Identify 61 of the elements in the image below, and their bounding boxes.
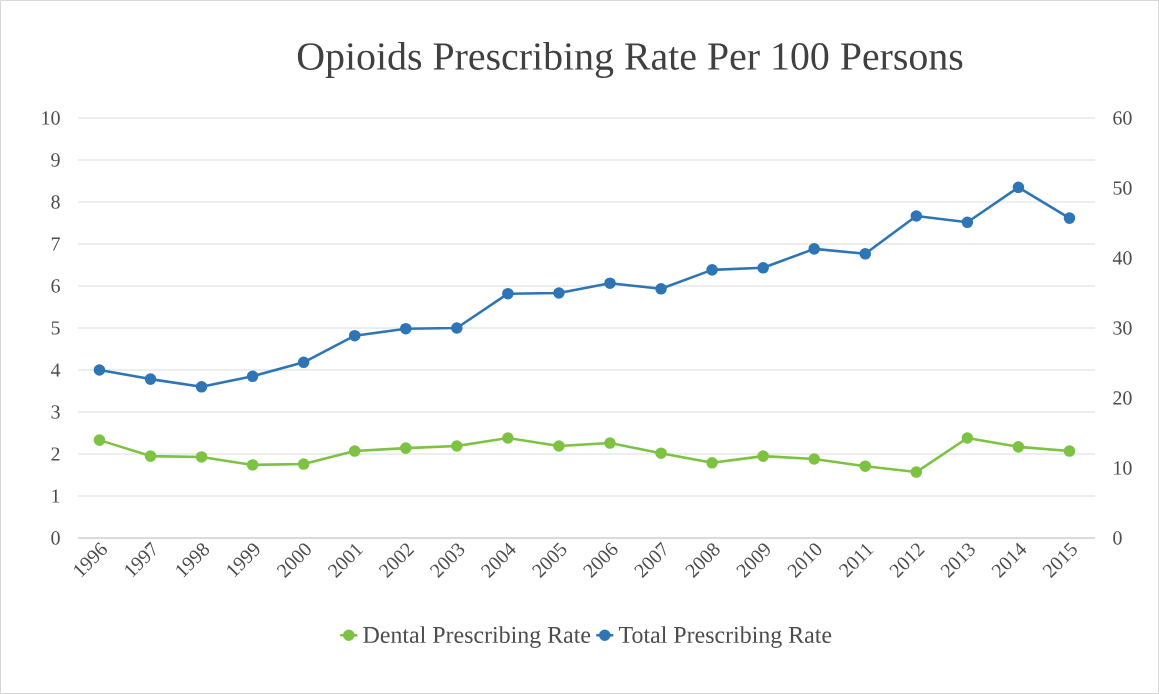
legend-label: Total Prescribing Rate	[618, 626, 832, 648]
point	[246, 370, 259, 383]
y-tick-label: 10	[42, 111, 60, 125]
point	[808, 453, 820, 465]
y-tick-label: 8	[51, 195, 60, 209]
point	[399, 322, 412, 335]
point	[348, 329, 361, 342]
point	[195, 451, 208, 463]
point	[757, 262, 769, 274]
point	[348, 445, 361, 457]
point	[93, 434, 106, 446]
point	[451, 322, 463, 334]
point	[604, 277, 616, 289]
y-tick-label: 9	[51, 153, 60, 167]
point	[706, 264, 718, 276]
point	[502, 287, 514, 300]
y2-tick-label: 10	[1114, 461, 1132, 475]
point	[502, 432, 514, 444]
point	[297, 356, 310, 369]
point	[604, 437, 616, 449]
point	[93, 364, 106, 376]
point	[1063, 212, 1076, 224]
point	[1012, 181, 1025, 194]
y-tick-label: 2	[51, 447, 60, 461]
point	[553, 287, 565, 299]
y-tick-label: 7	[51, 237, 60, 251]
point	[961, 432, 974, 444]
point	[246, 459, 259, 471]
point	[144, 450, 157, 462]
point	[961, 216, 974, 229]
y-tick-label: 1	[52, 489, 60, 503]
point	[808, 243, 820, 255]
chart-title: Opioids Prescribing Rate Per 100 Persons	[297, 41, 963, 79]
point	[195, 381, 208, 393]
point	[297, 458, 310, 470]
point	[859, 460, 872, 472]
point	[1012, 441, 1025, 453]
y2-tick-label: 0	[1113, 531, 1122, 545]
y2-tick-label: 40	[1112, 251, 1132, 265]
y-tick-label: 0	[51, 531, 60, 545]
y-tick-label: 4	[50, 363, 61, 377]
y-tick-label: 5	[51, 321, 60, 335]
point	[1063, 445, 1076, 457]
y2-tick-label: 60	[1113, 111, 1132, 125]
point	[553, 440, 565, 452]
point	[399, 442, 412, 454]
y-tick-label: 6	[51, 279, 60, 293]
point	[910, 466, 923, 478]
y2-tick-label: 30	[1113, 321, 1132, 335]
point	[144, 373, 157, 385]
point	[859, 248, 872, 260]
y2-tick-label: 50	[1113, 181, 1132, 195]
legend-label: Dental Prescribing Rate	[363, 626, 591, 648]
point	[655, 283, 667, 295]
point	[910, 210, 923, 222]
y-tick-label: 3	[51, 405, 60, 419]
point	[655, 447, 667, 459]
point	[706, 457, 718, 469]
y2-tick-label: 20	[1113, 391, 1132, 405]
point	[757, 450, 769, 462]
point	[451, 440, 463, 452]
